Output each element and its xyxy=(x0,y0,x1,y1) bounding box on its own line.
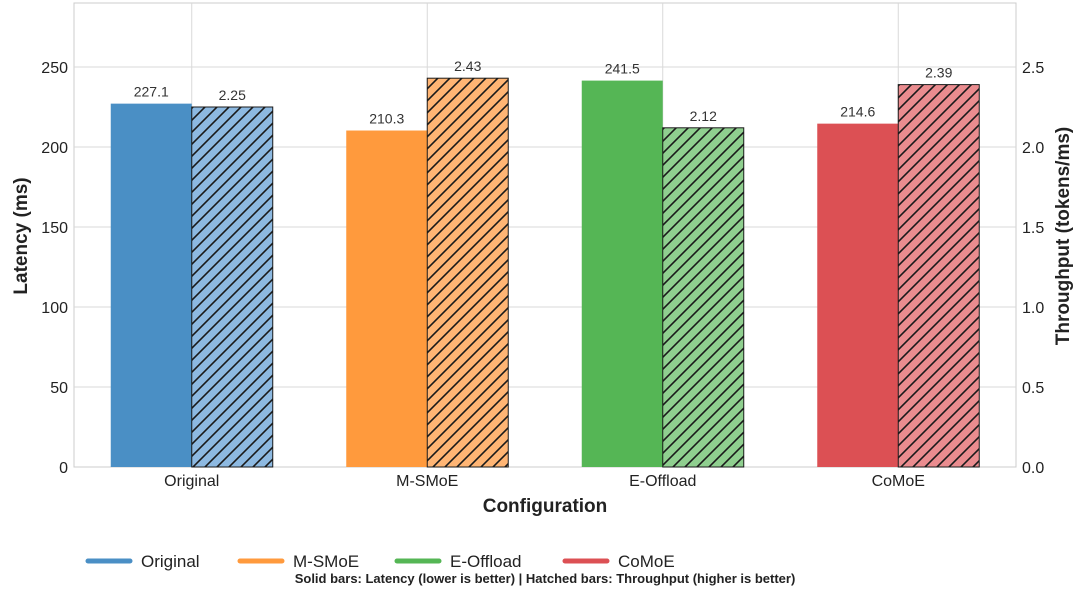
y-tick-label-left: 150 xyxy=(41,220,68,237)
x-tick-label: M-SMoE xyxy=(396,473,458,490)
throughput-value-label: 2.12 xyxy=(690,108,717,124)
x-tick-label: CoMoE xyxy=(872,473,925,490)
x-axis-label: Configuration xyxy=(483,496,608,517)
y-tick-label-left: 50 xyxy=(50,380,68,397)
x-tick-label: Original xyxy=(164,473,219,490)
chart-note: Solid bars: Latency (lower is better) | … xyxy=(295,571,796,586)
y-tick-label-left: 0 xyxy=(59,460,68,477)
latency-value-label: 210.3 xyxy=(369,111,404,127)
throughput-value-label: 2.43 xyxy=(454,58,481,74)
latency-value-label: 214.6 xyxy=(840,104,875,120)
y-tick-label-right: 0.5 xyxy=(1022,380,1044,397)
y-tick-label-right: 1.0 xyxy=(1022,300,1044,317)
latency-value-label: 227.1 xyxy=(134,84,169,100)
latency-value-label: 241.5 xyxy=(605,61,640,77)
y-axis-label-left: Latency (ms) xyxy=(11,177,32,294)
throughput-bar xyxy=(191,106,274,468)
legend-label: M-SMoE xyxy=(293,552,359,571)
latency-bar xyxy=(110,103,192,467)
throughput-bar xyxy=(897,84,980,468)
y-tick-label-left: 200 xyxy=(41,140,68,157)
y-tick-label-right: 2.5 xyxy=(1022,60,1044,77)
x-tick-label: E-Offload xyxy=(629,473,696,490)
latency-bar xyxy=(581,80,663,467)
throughput-value-label: 2.25 xyxy=(219,87,246,103)
y-tick-label-right: 1.5 xyxy=(1022,220,1044,237)
legend-label: E-Offload xyxy=(450,552,522,571)
y-tick-label-left: 250 xyxy=(41,60,68,77)
axes-layer: 0 50 100 150 200 250 0.0 0.5 1.0 1.5 2.0 2.5 Origina… xyxy=(41,60,1044,490)
throughput-bar xyxy=(426,77,509,468)
latency-bar xyxy=(346,130,428,467)
throughput-value-label: 2.39 xyxy=(925,65,952,81)
labels-layer: 227.1 2.25 210.3 2.43 241.5 2.12 214.6 2.39 xyxy=(134,58,953,126)
y-tick-label-left: 100 xyxy=(41,300,68,317)
bars-layer xyxy=(110,77,980,468)
y-axis-label-right: Throughput (tokens/ms) xyxy=(1053,127,1074,345)
legend-label: Original xyxy=(141,552,200,571)
throughput-bar xyxy=(662,127,745,468)
legend: Original M-SMoE E-Offload CoMoE xyxy=(85,552,675,571)
latency-bar xyxy=(817,123,899,467)
y-tick-label-right: 2.0 xyxy=(1022,140,1044,157)
y-tick-label-right: 0.0 xyxy=(1022,460,1044,477)
legend-label: CoMoE xyxy=(618,552,675,571)
